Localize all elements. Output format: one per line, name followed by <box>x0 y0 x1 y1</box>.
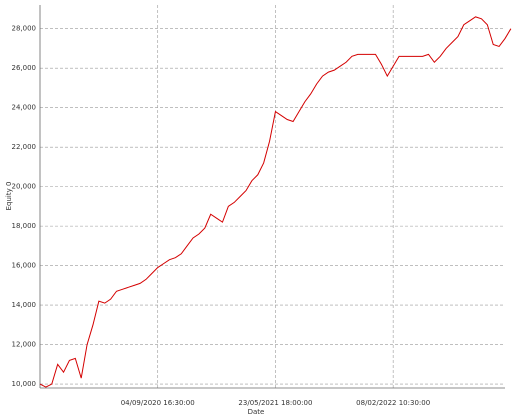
y-tick-label: 24,000 <box>12 104 37 112</box>
y-tick-label: 28,000 <box>12 25 37 33</box>
x-tick-label: 23/05/2021 18:00:00 <box>238 399 312 407</box>
y-tick-label: 18,000 <box>12 222 37 230</box>
x-tick-label: 04/09/2020 16:30:00 <box>121 399 195 407</box>
equity-line <box>39 16 512 388</box>
y-tick-label: 22,000 <box>12 143 37 151</box>
y-tick-label: 10,000 <box>12 380 37 388</box>
y-tick-label: 26,000 <box>12 64 37 72</box>
y-axis-label: Equity 0 <box>5 182 13 211</box>
x-axis-label: Date <box>248 408 265 416</box>
y-tick-label: 16,000 <box>12 262 37 270</box>
y-tick-label: 20,000 <box>12 183 37 191</box>
y-tick-label: 12,000 <box>12 341 37 349</box>
x-tick-label: 08/02/2022 10:30:00 <box>356 399 430 407</box>
y-tick-label: 14,000 <box>12 301 37 309</box>
